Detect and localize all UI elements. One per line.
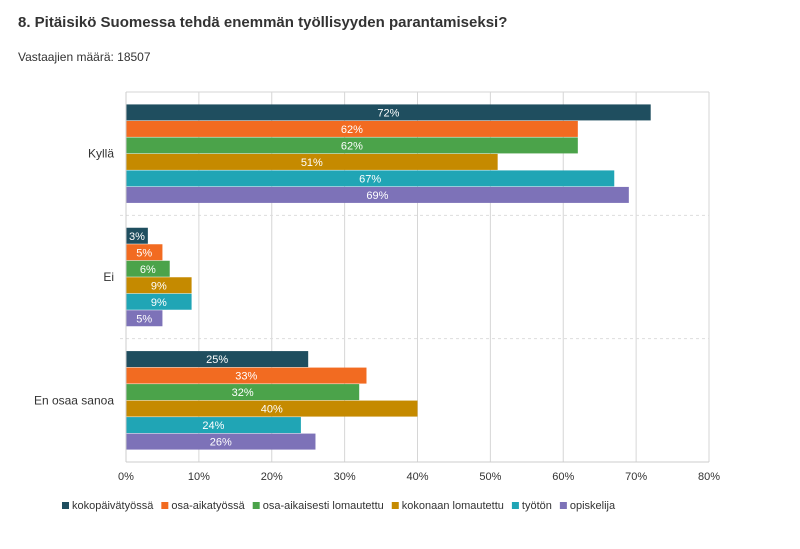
bar-value-label: 26% [210, 437, 232, 449]
legend-swatch [511, 502, 519, 509]
legend-swatch [559, 502, 567, 509]
bar [126, 153, 498, 170]
x-tick-label: 10% [188, 471, 210, 483]
x-tick-label: 0% [118, 471, 134, 483]
bar [126, 433, 316, 450]
bar [126, 170, 615, 187]
bar-value-label: 40% [261, 404, 283, 416]
bar [126, 227, 148, 244]
chart-title: 8. Pitäisikö Suomessa tehdä enemmän työl… [18, 14, 508, 31]
bar-value-label: 67% [359, 173, 381, 185]
axes: 0% 10% 20% 30% 40% 50% 60% 70% 80% Kyllä Ei En osaa… [34, 92, 720, 483]
bar [126, 137, 578, 154]
x-tick-label: 70% [625, 471, 647, 483]
x-tick-label: 50% [479, 471, 501, 483]
legend-item: kokonaan lomautettu [391, 500, 504, 512]
legend-swatch [62, 502, 69, 509]
legend-swatch [161, 502, 169, 509]
legend-label: kokopäivätyössä [72, 500, 154, 512]
legend-label: kokonaan lomautettu [402, 500, 504, 512]
bar-value-label: 69% [366, 190, 388, 202]
category-label: Kyllä [88, 147, 114, 161]
bar [126, 104, 651, 121]
bar-value-label: 5% [136, 247, 152, 259]
x-tick-label: 20% [261, 471, 283, 483]
legend-swatch [252, 502, 260, 509]
bar [126, 244, 163, 261]
legend-item: kokopäivätyössä [62, 500, 154, 512]
x-tick-label: 80% [698, 471, 720, 483]
bar [126, 351, 309, 368]
bar-value-label: 24% [202, 420, 224, 432]
x-tick-label: 30% [334, 471, 356, 483]
bar-value-label: 5% [136, 313, 152, 325]
bar [126, 293, 192, 310]
bars: 72% 62% 62% 51% 67% 69% 3% 5% 6% 9% 9% 5% 25% 33% 32% 4… [126, 104, 651, 450]
bar-value-label: 62% [341, 140, 363, 152]
legend-label: työtön [522, 500, 552, 512]
legend-label: osa-aikatyössä [171, 500, 245, 512]
bar-value-label: 3% [129, 231, 145, 243]
bar-value-label: 6% [140, 264, 156, 276]
bar [126, 186, 629, 203]
legend-swatch [391, 502, 399, 509]
category-label: En osaa sanoa [34, 393, 114, 407]
bar-value-label: 9% [151, 297, 167, 309]
bar [126, 277, 192, 294]
bar-value-label: 33% [235, 371, 257, 383]
legend-item: osa-aikatyössä [161, 500, 246, 512]
legend-label: opiskelija [570, 500, 616, 512]
legend-item: opiskelija [559, 500, 616, 512]
x-tick-label: 40% [406, 471, 428, 483]
legend-item: osa-aikaisesti lomautettu [252, 500, 384, 512]
bar [126, 310, 163, 327]
bar [126, 260, 170, 277]
category-label: Ei [103, 270, 114, 284]
legend-item: työtön [511, 500, 552, 512]
grid-lines [120, 91, 710, 462]
bar-value-label: 9% [151, 280, 167, 292]
respondent-count: Vastaajien määrä: 18507 [18, 50, 151, 64]
legend-label: osa-aikaisesti lomautettu [263, 500, 384, 512]
bar [126, 384, 360, 401]
bar [126, 400, 418, 417]
bar-value-label: 25% [206, 354, 228, 366]
legend: kokopäivätyössä osa-aikatyössä osa-aikaise… [62, 500, 616, 512]
bar-value-label: 62% [341, 124, 363, 136]
bar-value-label: 32% [232, 387, 254, 399]
bar [126, 417, 301, 434]
bar [126, 120, 578, 137]
x-tick-label: 60% [552, 471, 574, 483]
bar [126, 367, 367, 384]
bar-value-label: 51% [301, 157, 323, 169]
bar-value-label: 72% [377, 107, 399, 119]
